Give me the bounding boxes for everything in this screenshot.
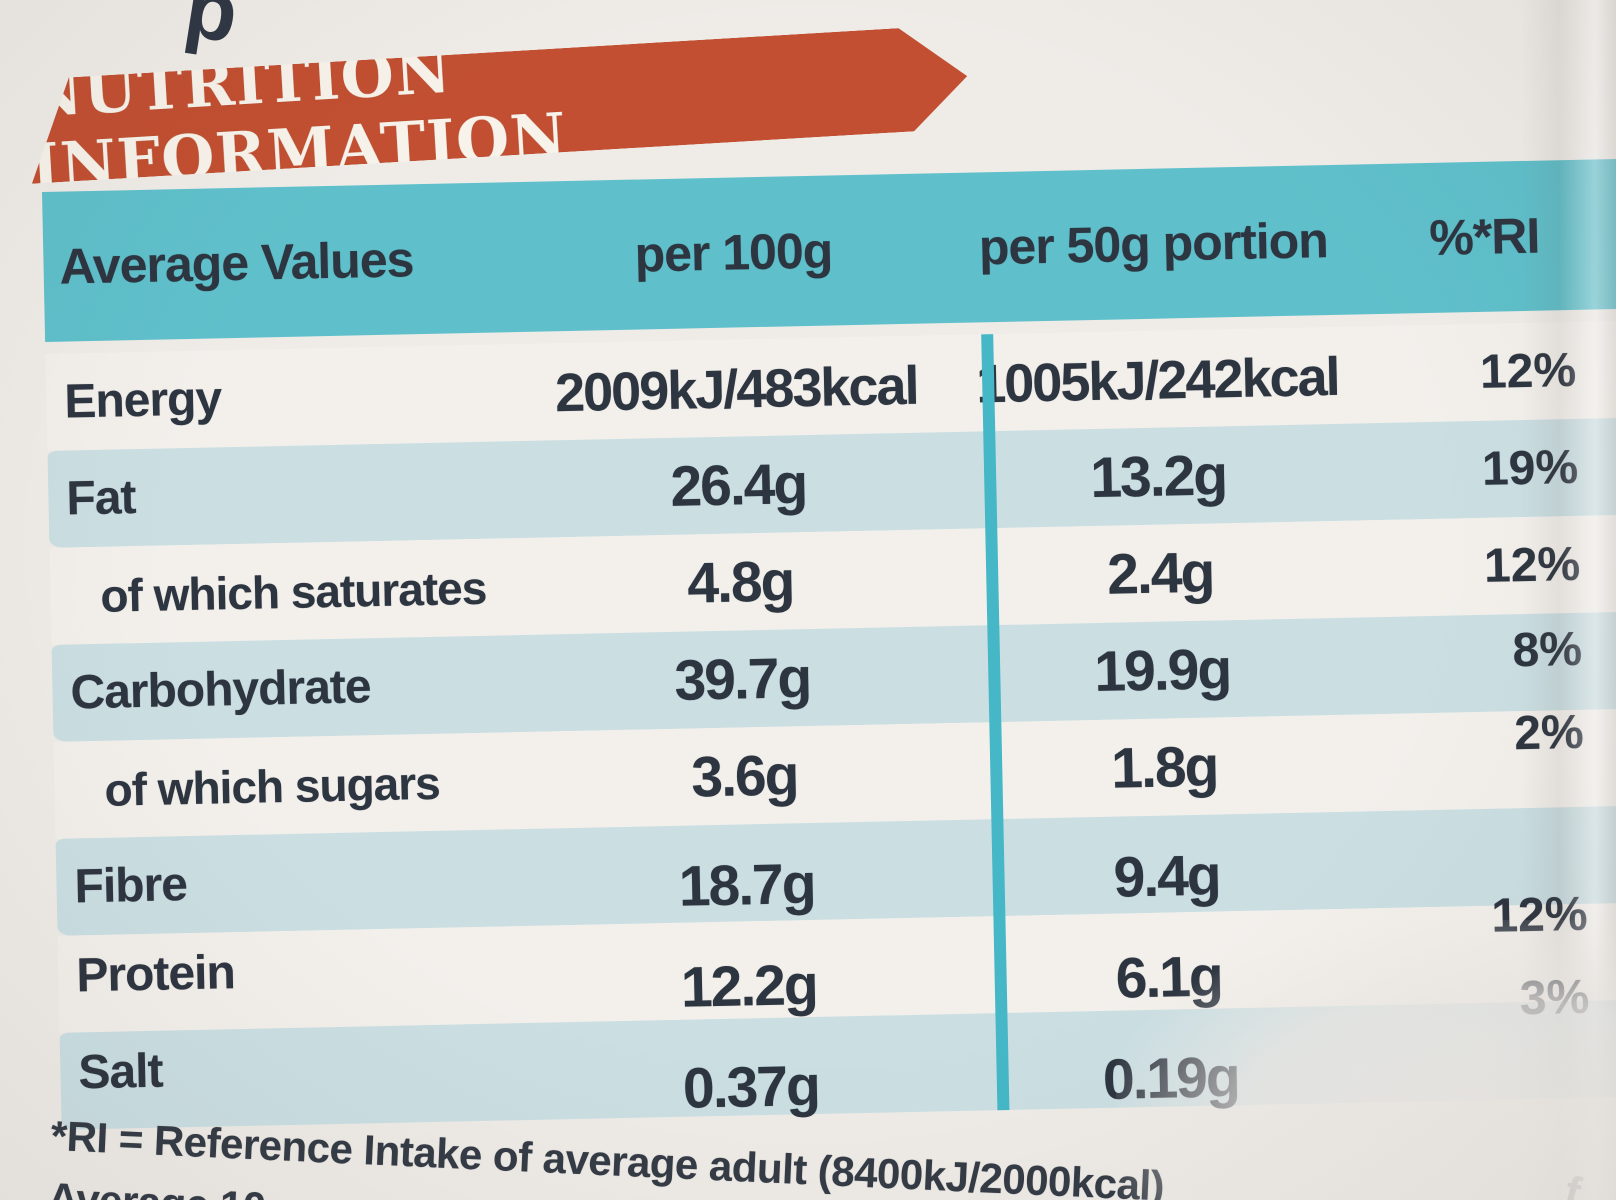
value-per-100g: 0.37g (682, 1053, 820, 1121)
nutrient-label: of which sugars (103, 756, 441, 816)
value-per-50g: 9.4g (1112, 842, 1221, 910)
footnote: *RI = Reference Intake of average adult … (47, 1112, 1451, 1200)
nutrient-label: Carbohydrate (69, 660, 372, 720)
nutrition-table: Average Values per 100g per 50g portion … (42, 158, 1616, 1130)
nutrient-label: Protein (75, 946, 236, 1003)
reference-intake-percent (1346, 826, 1616, 887)
value-per-100g: 18.7g (678, 851, 816, 919)
reference-intake-percent: 12% (1483, 537, 1581, 593)
header-per-100g: per 100g (634, 222, 833, 283)
value-per-50g: 0.19g (1102, 1044, 1240, 1112)
value-per-50g: 19.9g (1093, 636, 1231, 704)
nutrient-label: Fat (65, 471, 136, 526)
nutrient-label: Salt (77, 1044, 164, 1100)
reference-intake-percent: 3% (1519, 970, 1590, 1026)
value-per-50g: 6.1g (1114, 943, 1223, 1011)
header-average-values: Average Values (58, 231, 414, 295)
banner-title: NUTRITION INFORMATION (24, 35, 569, 203)
nutrient-label: of which saturates (99, 561, 487, 622)
nutrient-label: Fibre (74, 858, 188, 914)
reference-intake-percent: 12% (1479, 343, 1577, 399)
value-per-100g: 26.4g (669, 451, 807, 519)
reference-intake-percent: 8% (1512, 622, 1583, 678)
value-per-100g: 3.6g (690, 742, 799, 810)
value-per-100g: 2009kJ/483kcal (554, 355, 919, 423)
header-per-50g-portion: per 50g portion (978, 212, 1329, 276)
table-header-row: Average Values per 100g per 50g portion … (42, 158, 1616, 342)
nutrient-label: Energy (63, 372, 222, 429)
cutoff-letter-fragment-top: p (179, 0, 245, 61)
value-per-100g: 4.8g (686, 548, 795, 616)
cutoff-letter-fragment-bottom: f (1559, 1166, 1586, 1200)
value-per-50g: 2.4g (1106, 540, 1214, 607)
value-per-50g: 13.2g (1089, 442, 1227, 510)
value-per-50g: 1.8g (1110, 734, 1218, 801)
value-per-100g: 39.7g (673, 645, 811, 713)
value-per-100g: 12.2g (680, 952, 818, 1020)
table-body: Energy 2009kJ/483kcal 1005kJ/242kcal 12%… (45, 320, 1616, 1130)
header-percent-ri: %*RI (1428, 207, 1540, 266)
value-per-50g: 1005kJ/242kcal (975, 346, 1340, 414)
nutrition-information-banner: NUTRITION INFORMATION (26, 24, 971, 184)
reference-intake-percent: 19% (1481, 440, 1579, 496)
reference-intake-percent: 2% (1513, 705, 1585, 761)
